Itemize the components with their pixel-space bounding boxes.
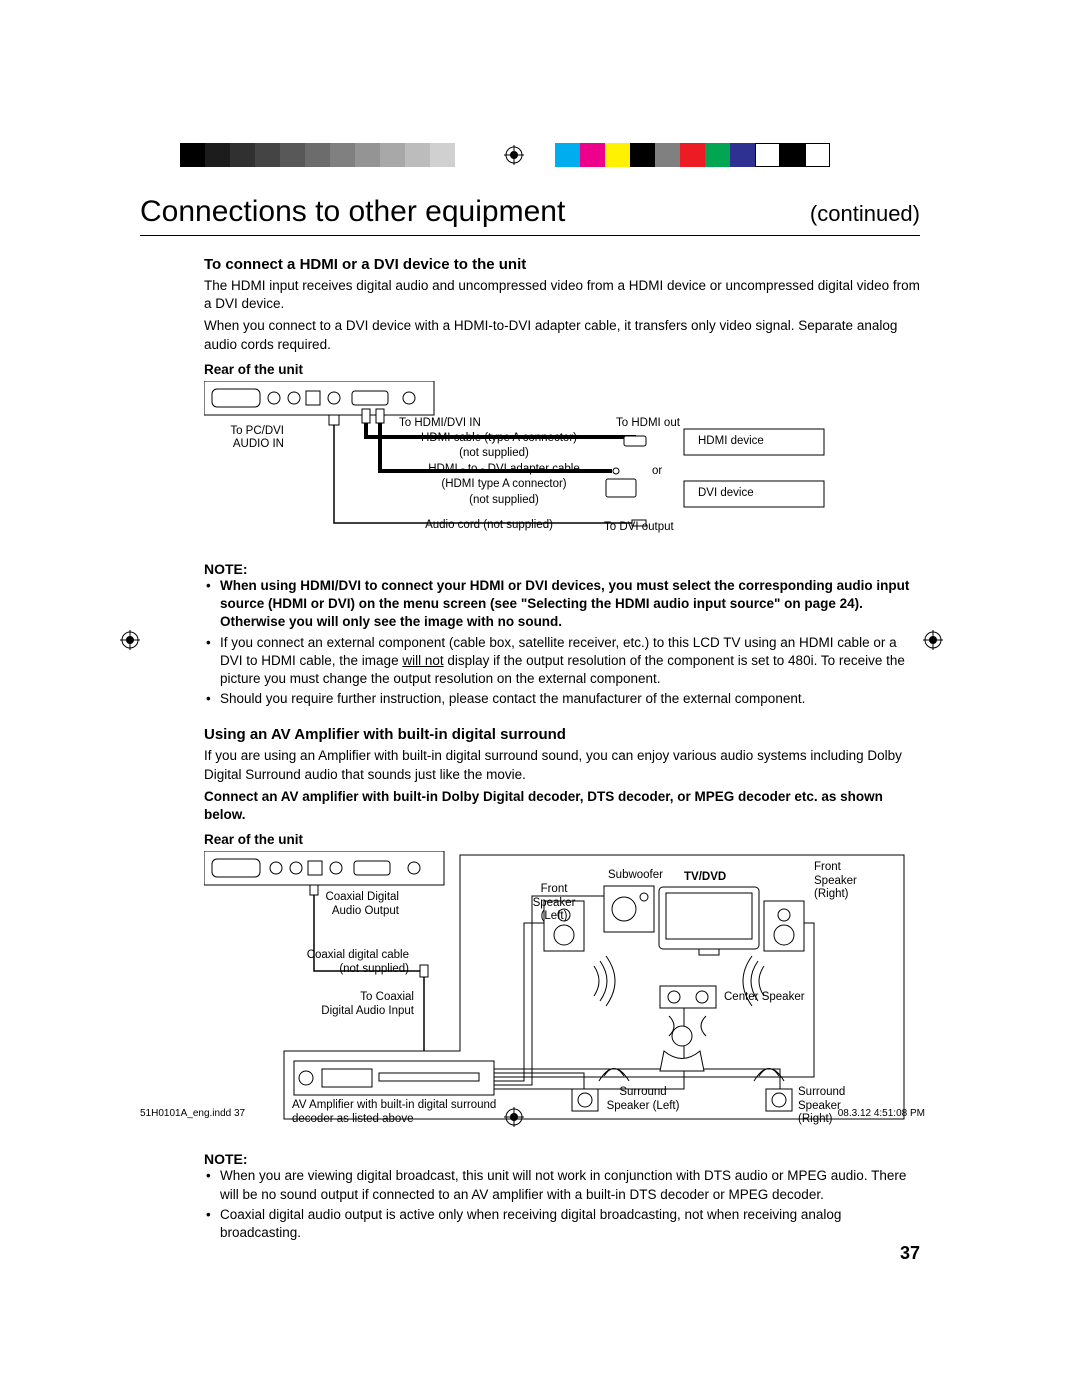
swatch: [430, 143, 455, 167]
or-label: or: [652, 465, 662, 478]
hdmi-dvi-adapter-label: HDMI - to - DVI adapter cable: [404, 463, 604, 476]
section1-heading: To connect a HDMI or a DVI device to the…: [204, 256, 920, 273]
footer-timestamp: 08.3.12 4:51:08 PM: [838, 1108, 925, 1119]
center-speaker-label: Center Speaker: [724, 991, 805, 1004]
rear-label-2: Rear of the unit: [204, 832, 920, 847]
coax-digital-label: Coaxial Digital: [325, 891, 399, 903]
swatch: [630, 143, 655, 167]
grayscale-swatches: [180, 143, 455, 167]
coax-cable-label: Coaxial digital cable: [307, 949, 409, 961]
swatch: [680, 143, 705, 167]
swatch: [305, 143, 330, 167]
swatch: [180, 143, 205, 167]
note-label-2: NOTE:: [204, 1151, 920, 1167]
not-supplied-3: (not supplied): [339, 963, 409, 975]
digital-audio-input-label: Digital Audio Input: [321, 1005, 414, 1017]
swatch: [330, 143, 355, 167]
not-supplied-1: (not supplied): [434, 447, 554, 460]
registration-mark-icon: [504, 145, 524, 165]
color-swatches: [555, 143, 830, 167]
swatch: [605, 143, 630, 167]
to-hdmi-out-label: To HDMI out: [616, 417, 680, 430]
audio-in-label: AUDIO IN: [233, 438, 284, 450]
swatch: [755, 143, 780, 167]
subwoofer-label: Subwoofer: [608, 869, 663, 882]
registration-mark-icon: [923, 630, 943, 650]
surround-left-label: SurroundSpeaker (Left): [598, 1086, 688, 1112]
hdmi-cable-label: HDMI cable (type A connector): [399, 432, 599, 445]
hdmi-device-label: HDMI device: [698, 435, 764, 448]
swatch: [805, 143, 830, 167]
swatch: [280, 143, 305, 167]
swatch: [705, 143, 730, 167]
bullet-1-3: Should you require further instruction, …: [220, 690, 920, 708]
front-speaker-right-label: FrontSpeaker(Right): [814, 861, 874, 901]
swatch: [355, 143, 380, 167]
swatch: [205, 143, 230, 167]
swatch: [555, 143, 580, 167]
swatch: [780, 143, 805, 167]
not-supplied-2: (not supplied): [444, 494, 564, 507]
swatch: [405, 143, 430, 167]
page-content: Connections to other equipment (continue…: [140, 195, 920, 1244]
continued-label: (continued): [810, 201, 920, 227]
page-header: Connections to other equipment (continue…: [140, 195, 920, 236]
section2-heading: Using an AV Amplifier with built-in digi…: [204, 726, 920, 743]
hdmi-dvi-diagram: To PC/DVI AUDIO IN To HDMI/DVI IN HDMI c…: [204, 381, 920, 551]
front-speaker-left-label: FrontSpeaker(Left): [524, 883, 584, 923]
audio-cord-label: Audio cord (not supplied): [394, 519, 584, 532]
section1-para2: When you connect to a DVI device with a …: [204, 317, 920, 353]
page-number: 37: [900, 1243, 920, 1264]
registration-mark-icon: [120, 630, 140, 650]
swatch: [255, 143, 280, 167]
bullet-2-2: Coaxial digital audio output is active o…: [220, 1206, 920, 1242]
swatch: [380, 143, 405, 167]
section1-bullets: When using HDMI/DVI to connect your HDMI…: [220, 577, 920, 709]
to-dvi-output-label: To DVI output: [604, 521, 674, 534]
surround-right-label: SurroundSpeaker(Right): [798, 1086, 868, 1126]
rear-label-1: Rear of the unit: [204, 362, 920, 377]
swatch: [730, 143, 755, 167]
bullet-2-1: When you are viewing digital broadcast, …: [220, 1167, 920, 1203]
bullet-1-2: If you connect an external component (ca…: [220, 634, 920, 689]
footer-filename: 51H0101A_eng.indd 37: [140, 1108, 245, 1119]
section2-para1: If you are using an Amplifier with built…: [204, 747, 920, 783]
audio-output-label: Audio Output: [332, 905, 399, 917]
hdmi-type-a-label: (HDMI type A connector): [424, 478, 584, 491]
swatch: [230, 143, 255, 167]
swatch: [655, 143, 680, 167]
amplifier-label: AV Amplifier with built-in digital surro…: [292, 1099, 522, 1125]
to-hdmi-dvi-in-label: To HDMI/DVI IN: [399, 417, 481, 430]
bullet-1-1: When using HDMI/DVI to connect your HDMI…: [220, 577, 920, 632]
section2-bullets: When you are viewing digital broadcast, …: [220, 1167, 920, 1242]
to-pc-dvi-label: To PC/DVI: [230, 425, 284, 437]
tv-dvd-label: TV/DVD: [684, 871, 726, 884]
section1-para1: The HDMI input receives digital audio an…: [204, 277, 920, 313]
to-coaxial-label: To Coaxial: [360, 991, 414, 1003]
dvi-device-label: DVI device: [698, 487, 754, 500]
note-label-1: NOTE:: [204, 561, 920, 577]
page-title: Connections to other equipment: [140, 195, 565, 229]
surround-diagram: Coaxial Digital Audio Output Coaxial dig…: [204, 851, 920, 1141]
swatch: [580, 143, 605, 167]
section2-para2: Connect an AV amplifier with built-in Do…: [204, 788, 920, 824]
